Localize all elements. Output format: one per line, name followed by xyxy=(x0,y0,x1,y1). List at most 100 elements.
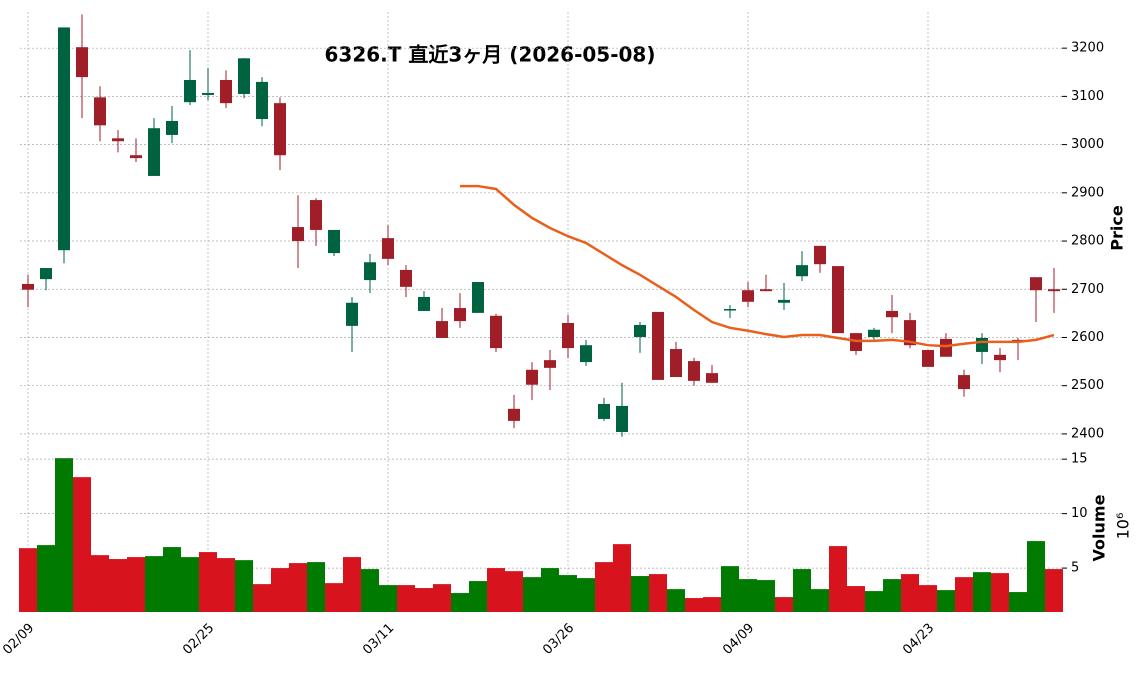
volume-bar xyxy=(145,556,163,612)
volume-bar xyxy=(307,562,325,612)
candle-body xyxy=(346,302,358,326)
volume-bar xyxy=(703,597,721,612)
x-tick-label: 04/23 xyxy=(900,621,937,658)
volume-bar xyxy=(271,568,289,612)
volume-bar xyxy=(451,593,469,612)
candle-body xyxy=(364,262,376,281)
volume-bar xyxy=(955,577,973,612)
volume-bar xyxy=(55,458,73,612)
candle-body xyxy=(76,47,88,78)
y-tick-label: 3000 xyxy=(1071,137,1104,152)
candle-body xyxy=(148,128,160,176)
candle-body xyxy=(940,338,952,357)
candle-body xyxy=(508,408,520,421)
candle-body xyxy=(670,349,682,378)
x-tick-label: 03/11 xyxy=(360,621,397,658)
candle-body xyxy=(616,405,628,432)
volume-bar xyxy=(649,574,667,612)
x-tick-label: 03/26 xyxy=(540,621,577,658)
candle-body xyxy=(166,120,178,135)
candle-body xyxy=(832,266,844,334)
candle-body xyxy=(112,138,124,142)
volume-bar xyxy=(379,585,397,612)
volume-bar xyxy=(991,573,1009,612)
candle-body xyxy=(418,296,430,311)
candle-body xyxy=(256,81,268,120)
volume-bar xyxy=(829,546,847,612)
volume-bar xyxy=(289,563,307,612)
candle-body xyxy=(436,321,448,338)
candle-body xyxy=(238,58,250,94)
volume-bar xyxy=(919,585,937,612)
candle-body xyxy=(796,265,808,277)
candle-body xyxy=(778,299,790,303)
candle-body xyxy=(184,79,196,103)
volume-bar xyxy=(721,566,739,612)
volume-bar xyxy=(73,477,91,612)
volume-bar xyxy=(577,578,595,612)
candle-body xyxy=(760,289,772,292)
candle-body xyxy=(580,345,592,363)
volume-bar xyxy=(847,586,865,612)
volume-bar xyxy=(37,545,55,612)
volume-bar xyxy=(181,557,199,612)
candle-body xyxy=(40,268,52,280)
candle-body xyxy=(400,269,412,287)
volume-bar xyxy=(325,583,343,612)
y-tick-label: 2600 xyxy=(1071,330,1104,345)
y-tick-label: 2700 xyxy=(1071,282,1104,297)
y-tick-label: 2800 xyxy=(1071,234,1104,249)
volume-bar xyxy=(613,544,631,612)
volume-bar xyxy=(235,560,253,612)
candle-body xyxy=(490,315,502,349)
volume-bar xyxy=(469,581,487,612)
candle-body xyxy=(958,375,970,390)
volume-axis-label: Volume xyxy=(1090,494,1109,561)
volume-bar xyxy=(415,588,433,612)
volume-bar xyxy=(685,598,703,612)
candle-body xyxy=(598,404,610,419)
volume-bar xyxy=(217,558,235,612)
volume-bar xyxy=(361,569,379,612)
candle-body xyxy=(994,354,1006,361)
volume-bar xyxy=(595,562,613,612)
candle-body xyxy=(562,323,574,349)
volume-bar xyxy=(541,568,559,612)
candle-body xyxy=(724,309,736,311)
volume-bar xyxy=(973,572,991,612)
candle-body xyxy=(202,93,214,95)
volume-bar xyxy=(631,576,649,612)
candle-body xyxy=(1048,289,1060,292)
volume-bar xyxy=(109,559,127,612)
y-tick-label: 3100 xyxy=(1071,89,1104,104)
volume-tick-label: 5 xyxy=(1071,561,1079,576)
volume-bar xyxy=(1045,569,1063,612)
candle-body xyxy=(742,290,754,302)
x-tick-label: 04/09 xyxy=(720,621,757,658)
volume-bar xyxy=(757,580,775,612)
volume-bar xyxy=(343,557,361,612)
volume-bar xyxy=(559,575,577,612)
candle-body xyxy=(328,229,340,254)
candle-body xyxy=(1030,277,1042,291)
volume-bar xyxy=(775,597,793,612)
candle-body xyxy=(382,238,394,259)
volume-bar xyxy=(433,584,451,612)
volume-bar xyxy=(739,579,757,612)
candle-body xyxy=(868,329,880,337)
candle-body xyxy=(688,361,700,381)
candle-body xyxy=(976,337,988,352)
candle-body xyxy=(814,245,826,265)
candle-body xyxy=(58,27,70,251)
candle-body xyxy=(472,282,484,313)
candle-body xyxy=(310,200,322,230)
moving-average xyxy=(460,184,1055,348)
y-axis-label: Price xyxy=(1108,205,1127,251)
volume-bar xyxy=(163,547,181,612)
y-tick-label: 2900 xyxy=(1071,185,1104,200)
volume-bar xyxy=(1027,541,1045,612)
volume-bar xyxy=(901,574,919,612)
volume-bar xyxy=(811,589,829,612)
candle-body xyxy=(22,283,34,290)
